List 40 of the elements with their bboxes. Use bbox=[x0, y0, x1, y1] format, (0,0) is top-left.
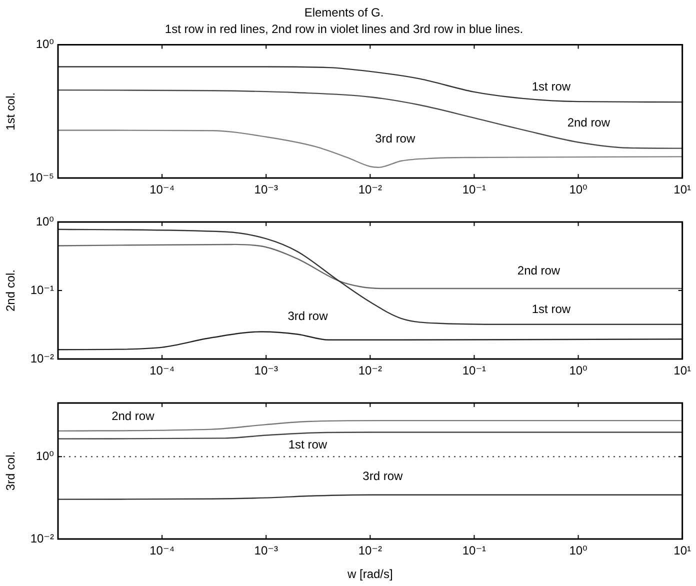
x-tick-label: 10⁻² bbox=[358, 182, 382, 197]
series-label: 3rd row bbox=[375, 132, 416, 146]
x-tick-label: 10⁻⁴ bbox=[150, 182, 174, 197]
x-tick-label: 10⁻¹ bbox=[462, 544, 486, 558]
x-tick-label: 10⁻¹ bbox=[462, 182, 486, 197]
y-tick-label: 10⁻⁵ bbox=[29, 170, 54, 184]
x-tick-label: 10⁻⁴ bbox=[150, 364, 174, 378]
x-tick-label: 10⁻¹ bbox=[462, 364, 486, 378]
y-tick-label: 10⁰ bbox=[36, 37, 54, 52]
y-axis-title: 3rd col. bbox=[4, 451, 18, 491]
y-tick-label: 10⁻² bbox=[30, 531, 54, 546]
series-label: 2nd row bbox=[517, 264, 560, 278]
x-tick-label: 10⁻³ bbox=[254, 544, 278, 558]
y-axis-title: 2nd col. bbox=[4, 269, 18, 312]
x-tick-label: 10⁰ bbox=[569, 182, 588, 197]
x-tick-label: 10¹ bbox=[674, 182, 692, 197]
series-label: 2nd row bbox=[112, 408, 155, 423]
x-tick-label: 10⁰ bbox=[569, 364, 588, 378]
series-label: 3rd row bbox=[362, 468, 403, 483]
x-axis-title: w [rad/s] bbox=[346, 567, 393, 582]
x-tick-label: 10⁻³ bbox=[254, 182, 278, 197]
x-tick-label: 10⁻² bbox=[358, 364, 382, 378]
series-label: 1st row bbox=[288, 437, 328, 452]
series-label: 1st row bbox=[532, 80, 571, 94]
x-tick-label: 10¹ bbox=[674, 544, 692, 558]
y-tick-label: 10⁰ bbox=[36, 448, 54, 463]
y-axis-title: 1st col. bbox=[4, 92, 18, 130]
series-label: 2nd row bbox=[567, 116, 610, 130]
x-tick-label: 10⁻⁴ bbox=[150, 544, 174, 558]
chart-subtitle: 1st row in red lines, 2nd row in violet lines and 3rd row in blue lines. bbox=[164, 22, 524, 36]
x-tick-label: 10⁻³ bbox=[254, 364, 278, 378]
series-label: 1st row bbox=[532, 302, 571, 316]
y-tick-label: 10⁻¹ bbox=[30, 282, 54, 297]
series-label: 3rd row bbox=[288, 308, 328, 323]
chart-title: Elements of G. bbox=[304, 6, 384, 20]
y-tick-label: 10⁻² bbox=[30, 351, 54, 366]
y-tick-label: 10⁰ bbox=[36, 214, 54, 228]
x-tick-label: 10¹ bbox=[674, 364, 692, 378]
x-tick-label: 10⁻² bbox=[358, 544, 382, 558]
x-tick-label: 10⁰ bbox=[569, 544, 588, 558]
